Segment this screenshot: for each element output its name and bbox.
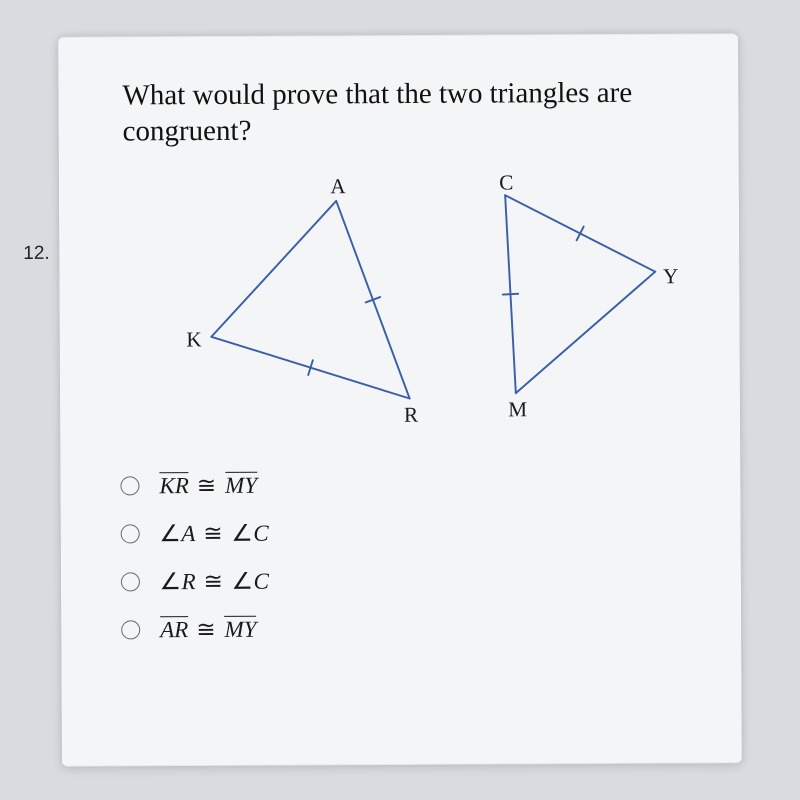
answer-option-2[interactable]: ∠R≅∠C: [121, 566, 711, 595]
svg-text:A: A: [330, 174, 346, 198]
radio-icon[interactable]: [121, 524, 140, 543]
radio-icon[interactable]: [121, 572, 140, 591]
answer-option-3[interactable]: AR≅MY: [121, 614, 711, 643]
radio-icon[interactable]: [120, 476, 139, 495]
svg-text:R: R: [404, 402, 419, 426]
option-math: ∠R≅∠C: [160, 568, 269, 595]
triangles-diagram: A K R C M Y: [119, 165, 680, 438]
svg-text:C: C: [499, 170, 513, 194]
answer-options: KR≅MY ∠A≅∠C ∠R≅∠C AR≅MY: [120, 470, 711, 643]
answer-option-1[interactable]: ∠A≅∠C: [121, 518, 711, 547]
svg-text:Y: Y: [663, 264, 678, 288]
option-math: KR≅MY: [159, 472, 257, 499]
answer-option-0[interactable]: KR≅MY: [120, 470, 710, 499]
svg-text:K: K: [186, 327, 202, 351]
question-text: What would prove that the two triangles …: [122, 74, 708, 150]
option-math: AR≅MY: [160, 616, 256, 643]
question-number: 12.: [23, 243, 50, 265]
option-math: ∠A≅∠C: [160, 520, 269, 547]
svg-text:M: M: [508, 397, 527, 421]
radio-icon[interactable]: [121, 620, 140, 639]
worksheet-card: 12. What would prove that the two triang…: [58, 33, 742, 767]
